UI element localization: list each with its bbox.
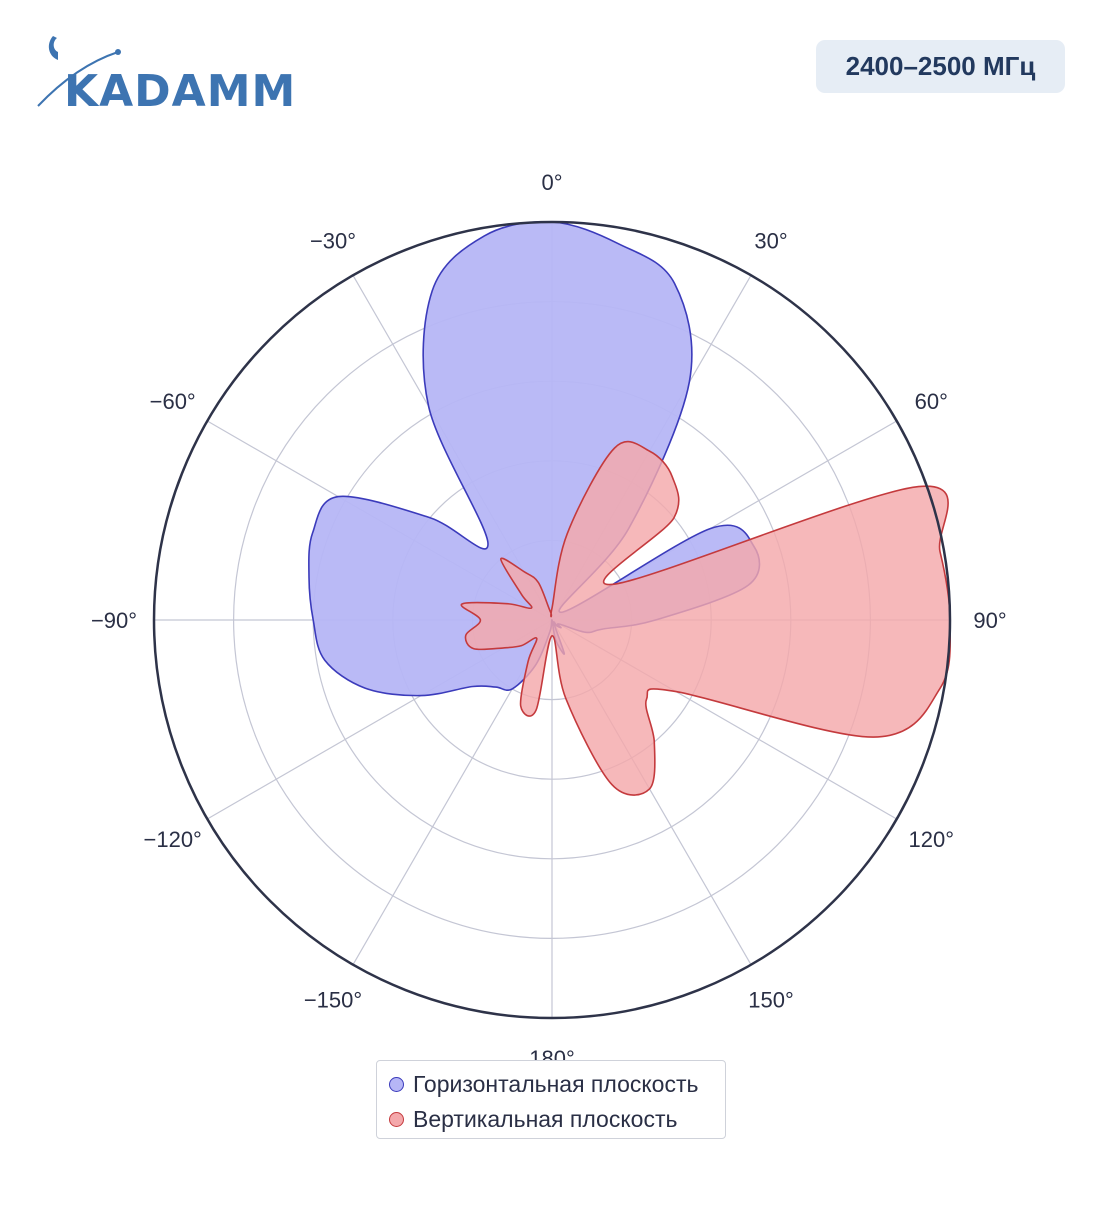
legend-label-horizontal: Горизонтальная плоскость	[413, 1071, 699, 1097]
angle-tick-label: 180°	[529, 1046, 575, 1060]
angle-tick-label: −150°	[304, 987, 362, 1012]
outer-ring	[152, 220, 952, 1020]
angle-tick-label: −120°	[144, 827, 202, 852]
legend-item-horizontal[interactable]: Горизонтальная плоскость	[377, 1067, 725, 1102]
angle-tick-label: 120°	[909, 827, 955, 852]
angle-tick-label: 0°	[541, 170, 562, 195]
kadamm-logo: KADAMM	[36, 30, 296, 117]
logo-wordmark: KADAMM	[64, 66, 296, 114]
series-vertical-area	[460, 440, 952, 796]
angular-axis: 0° 30° 60° 90° 120° 150° 180° −150° −120° −90° −60…	[91, 170, 1007, 1060]
angle-tick-label: 150°	[748, 987, 794, 1012]
logo-mark-icon	[48, 36, 58, 60]
angle-tick-label: −60°	[150, 389, 196, 414]
frequency-band-badge: 2400–2500 МГц	[816, 40, 1065, 93]
series-layer	[308, 220, 952, 796]
legend-marker-horizontal	[389, 1077, 404, 1092]
legend-marker-vertical	[389, 1112, 404, 1127]
legend-item-vertical[interactable]: Вертикальная плоскость	[377, 1102, 725, 1137]
angle-tick-label: 90°	[973, 608, 1006, 633]
angle-tick-label: −30°	[310, 229, 356, 254]
angle-tick-label: 30°	[754, 229, 787, 254]
polar-radiation-chart: 0° 30° 60° 90° 120° 150° 180° −150° −120° −90° −60…	[91, 170, 1007, 1060]
legend: Горизонтальная плоскость Вертикальная пл…	[376, 1060, 726, 1139]
series-vertical-points	[461, 447, 951, 789]
angle-tick-label: 60°	[915, 389, 948, 414]
legend-label-vertical: Вертикальная плоскость	[413, 1106, 678, 1132]
angle-tick-label: −90°	[91, 608, 137, 633]
